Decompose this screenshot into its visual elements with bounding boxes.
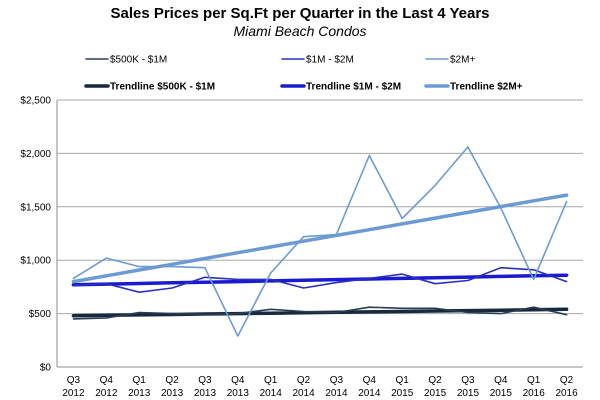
x-tick-quarter: Q3 bbox=[198, 375, 212, 386]
x-tick-quarter: Q3 bbox=[67, 375, 81, 386]
y-tick-label: $1,500 bbox=[20, 202, 51, 213]
x-tick-quarter: Q3 bbox=[330, 375, 344, 386]
series-line-0 bbox=[72, 306, 568, 320]
x-tick-year: 2012 bbox=[95, 388, 118, 399]
legend-label: $2M+ bbox=[450, 55, 475, 66]
x-tick-year: 2016 bbox=[523, 388, 546, 399]
x-tick-label: Q2 2014 bbox=[292, 375, 315, 399]
y-tick-label: $2,000 bbox=[20, 149, 51, 160]
x-tick-year: 2015 bbox=[490, 388, 513, 399]
x-tick-label: Q3 2013 bbox=[194, 375, 217, 399]
x-tick-year: 2013 bbox=[128, 388, 151, 399]
x-tick-label: Q4 2012 bbox=[95, 375, 118, 399]
series-line-trend-4 bbox=[71, 273, 569, 287]
legend-label: Trendline $1M - $2M bbox=[306, 82, 401, 93]
x-tick-quarter: Q4 bbox=[231, 375, 245, 386]
x-tick-quarter: Q2 bbox=[560, 375, 574, 386]
x-tick-year: 2014 bbox=[292, 388, 315, 399]
x-tick-label: Q1 2015 bbox=[391, 375, 414, 399]
x-tick-quarter: Q1 bbox=[396, 375, 410, 386]
x-tick-label: Q3 2014 bbox=[325, 375, 348, 399]
y-axis: $0 $500 $1,000 $1,500 $2,000 $2,500 bbox=[20, 96, 583, 374]
x-tick-quarter: Q1 bbox=[527, 375, 541, 386]
y-tick-label: $2,500 bbox=[20, 96, 51, 107]
legend-item: $500K - $1M bbox=[85, 55, 167, 66]
x-tick-label: Q2 2015 bbox=[424, 375, 447, 399]
legend-label: $1M - $2M bbox=[306, 55, 354, 66]
legend-label: Trendline $500K - $1M bbox=[110, 82, 215, 93]
legend-item: Trendline $1M - $2M bbox=[280, 82, 401, 93]
x-tick-year: 2013 bbox=[194, 388, 217, 399]
y-tick-label: $1,000 bbox=[20, 256, 51, 267]
series-line-2 bbox=[72, 146, 568, 337]
x-tick-year: 2015 bbox=[424, 388, 447, 399]
x-tick-quarter: Q1 bbox=[133, 375, 147, 386]
x-tick-year: 2016 bbox=[555, 388, 578, 399]
x-axis: Q3 2012 Q4 2012 Q1 2013 Q2 2013 Q3 2013 Q4 2013 Q1 20… bbox=[62, 375, 578, 399]
y-tick-label: $500 bbox=[29, 309, 52, 320]
x-tick-year: 2012 bbox=[62, 388, 85, 399]
legend-label: $500K - $1M bbox=[110, 55, 167, 66]
x-tick-quarter: Q3 bbox=[461, 375, 475, 386]
chart-title: Sales Prices per Sq.Ft per Quarter in th… bbox=[110, 5, 489, 22]
x-tick-year: 2013 bbox=[227, 388, 250, 399]
x-tick-quarter: Q4 bbox=[100, 375, 114, 386]
x-tick-year: 2015 bbox=[391, 388, 414, 399]
x-tick-quarter: Q4 bbox=[494, 375, 508, 386]
x-tick-label: Q4 2014 bbox=[358, 375, 381, 399]
x-tick-quarter: Q2 bbox=[297, 375, 311, 386]
plot-area bbox=[71, 146, 569, 337]
legend: $500K - $1M $1M - $2M $2M+ Trendline $500K … bbox=[84, 55, 523, 93]
legend-item: Trendline $500K - $1M bbox=[84, 82, 215, 93]
series-line-1 bbox=[72, 266, 568, 294]
x-tick-label: Q4 2013 bbox=[227, 375, 250, 399]
x-tick-quarter: Q1 bbox=[264, 375, 278, 386]
x-tick-year: 2014 bbox=[325, 388, 348, 399]
chart-subtitle: Miami Beach Condos bbox=[233, 23, 366, 39]
x-tick-label: Q1 2016 bbox=[523, 375, 546, 399]
x-tick-label: Q2 2013 bbox=[161, 375, 184, 399]
legend-item: $1M - $2M bbox=[281, 55, 354, 66]
x-tick-label: Q4 2015 bbox=[490, 375, 513, 399]
x-tick-year: 2014 bbox=[260, 388, 283, 399]
legend-item: $2M+ bbox=[425, 55, 475, 66]
x-tick-label: Q3 2015 bbox=[457, 375, 480, 399]
x-tick-year: 2014 bbox=[358, 388, 381, 399]
x-tick-label: Q2 2016 bbox=[555, 375, 578, 399]
x-tick-quarter: Q2 bbox=[428, 375, 442, 386]
x-tick-label: Q1 2013 bbox=[128, 375, 151, 399]
y-tick-label: $0 bbox=[40, 363, 52, 374]
x-tick-year: 2013 bbox=[161, 388, 184, 399]
x-tick-quarter: Q2 bbox=[165, 375, 179, 386]
legend-item: Trendline $2M+ bbox=[424, 82, 523, 93]
legend-label: Trendline $2M+ bbox=[450, 82, 523, 93]
x-tick-label: Q3 2012 bbox=[62, 375, 85, 399]
x-tick-year: 2015 bbox=[457, 388, 480, 399]
x-tick-label: Q1 2014 bbox=[260, 375, 283, 399]
series-line-trend-5 bbox=[71, 193, 569, 284]
x-tick-quarter: Q4 bbox=[363, 375, 377, 386]
